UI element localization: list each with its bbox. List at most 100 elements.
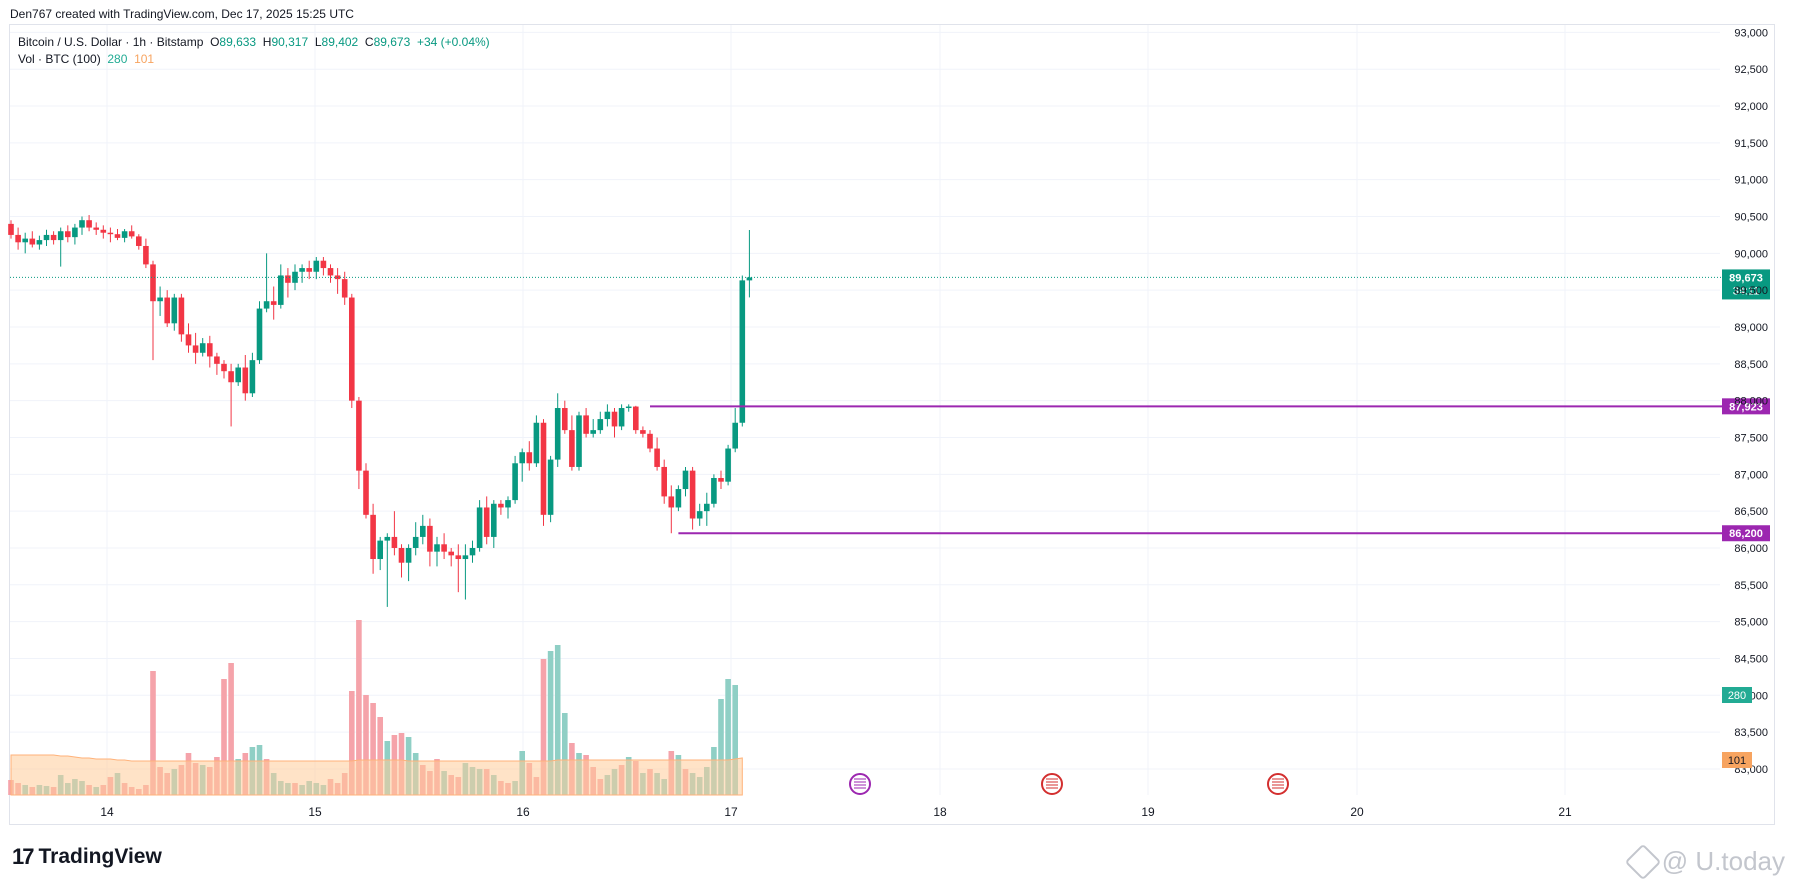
candle (654, 437, 660, 471)
candle-body (242, 367, 249, 394)
tradingview-logo-icon: 17 (12, 844, 35, 869)
candle (483, 496, 490, 545)
candle (370, 503, 376, 574)
candle-body (547, 459, 554, 515)
candle (107, 227, 114, 243)
candle (590, 419, 596, 438)
candle (207, 335, 213, 368)
candle-body (327, 268, 334, 276)
candle-body (136, 236, 142, 246)
y-axis-tick-label: 92,000 (1734, 101, 1768, 113)
candle-body (434, 544, 440, 552)
candle-body (128, 231, 135, 237)
candle (114, 229, 121, 241)
candle-body (668, 496, 675, 508)
volume-ma-tag (1722, 752, 1752, 768)
candle (412, 522, 419, 556)
candle-body (43, 234, 50, 241)
volume-indicator-title[interactable]: Vol · BTC (100) (18, 52, 101, 66)
us-flag-event-icon (1267, 773, 1289, 795)
y-axis-tick-label: 88,000 (1734, 396, 1768, 408)
candle (512, 455, 518, 504)
candle-body (611, 411, 618, 427)
candle-body (349, 297, 355, 401)
volume-bar (554, 645, 561, 795)
x-axis-tick-label: 18 (933, 805, 947, 819)
candle-body (462, 555, 469, 560)
candle-body (22, 238, 28, 243)
candle-body (526, 452, 533, 464)
candle-body (278, 275, 284, 305)
candle (427, 518, 433, 567)
candle (192, 332, 199, 364)
candle (689, 466, 696, 530)
tradingview-logo[interactable]: 17 TradingView (12, 844, 162, 870)
candle (405, 544, 412, 582)
candle-body (114, 234, 121, 238)
candle-body (221, 363, 227, 372)
candle-body (640, 430, 646, 434)
candle-body (249, 360, 256, 394)
volume-bar (732, 685, 738, 795)
candle-body (412, 536, 419, 548)
last-price-label: 89,673 (1729, 272, 1763, 284)
candle (704, 492, 710, 526)
candle (611, 408, 618, 438)
x-axis-tick-label: 19 (1141, 805, 1155, 819)
candle (50, 231, 57, 245)
volume-bar (370, 703, 376, 795)
symbol-title[interactable]: Bitcoin / U.S. Dollar · 1h · Bitstamp (18, 35, 204, 49)
candle (718, 470, 724, 490)
candle (455, 544, 462, 593)
candle-body (590, 430, 596, 434)
x-axis-tick-label: 14 (100, 805, 114, 819)
candle (420, 514, 426, 545)
candle (128, 225, 135, 239)
candle (185, 323, 192, 353)
candle-body (405, 547, 412, 563)
candle-body (391, 536, 398, 548)
candle-body (171, 297, 178, 324)
candle-body (86, 220, 92, 228)
y-axis-tick-label: 86,000 (1734, 543, 1768, 555)
candle-body (72, 227, 78, 238)
candle-body (554, 408, 561, 460)
candle-body (512, 463, 518, 501)
y-axis-tick-label: 93,000 (1734, 27, 1768, 39)
candle-body (185, 334, 192, 346)
candle (434, 536, 440, 567)
countdown-label: 34:11 (1733, 285, 1760, 297)
candle (682, 466, 689, 497)
candle (349, 293, 355, 409)
volume-bar (547, 651, 554, 795)
y-axis-tick-label: 91,000 (1734, 175, 1768, 187)
candle (604, 404, 611, 427)
open-label: O (210, 35, 220, 49)
candle (256, 301, 263, 364)
candle-body (604, 411, 611, 420)
candle-body (427, 525, 433, 552)
candle-body (306, 268, 312, 272)
candle-body (79, 220, 85, 228)
y-axis-tick-label: 86,500 (1734, 506, 1768, 518)
candle (171, 293, 178, 331)
candle-body (8, 223, 14, 235)
candle-body (540, 422, 547, 515)
candle-body (256, 308, 263, 361)
candle-body (199, 343, 206, 353)
y-axis-tick-label: 87,500 (1734, 432, 1768, 444)
y-axis-tick-label: 88,500 (1734, 359, 1768, 371)
candle (498, 500, 504, 515)
level-price-tag (1722, 398, 1770, 415)
candle-body (207, 343, 213, 357)
candle-body (214, 356, 220, 364)
candle (597, 411, 604, 434)
candle (320, 257, 327, 276)
candle (725, 444, 731, 486)
high-label: H (262, 35, 272, 49)
candle-body (100, 229, 107, 233)
candle (583, 408, 589, 438)
tradingview-brand-text: TradingView (38, 845, 162, 868)
y-axis-tick-label: 83,500 (1734, 727, 1768, 739)
